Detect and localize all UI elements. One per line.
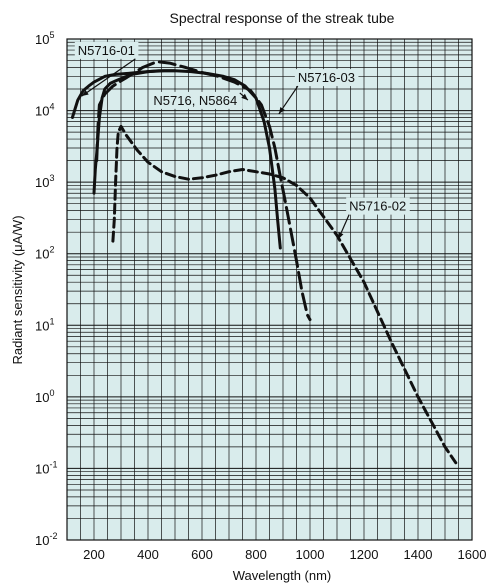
x-tick-label: 1000 bbox=[296, 547, 325, 562]
plot-frame bbox=[66, 38, 473, 541]
grid-lines bbox=[67, 39, 472, 540]
annotation-bg-n5716-01 bbox=[74, 41, 139, 59]
y-tick-label: 10-1 bbox=[35, 459, 57, 476]
annotation-arrow-n5716-01 bbox=[81, 58, 136, 97]
annotations: N5716-01 N5716-03 N5716, N5864 N5716-02 bbox=[74, 41, 410, 240]
x-tick-label: 1200 bbox=[350, 547, 379, 562]
series-line-n5716-02 bbox=[111, 124, 458, 465]
y-tick-label: 105 bbox=[35, 30, 54, 47]
chart-title: Spectral response of the streak tube bbox=[170, 10, 395, 26]
y-tick-label: 102 bbox=[35, 245, 54, 262]
y-tick-label: 103 bbox=[35, 173, 54, 190]
y-tick-label: 10-2 bbox=[35, 531, 57, 548]
annotation-n5716-01: N5716-01 bbox=[78, 43, 135, 58]
y-tick-label: 100 bbox=[35, 388, 54, 405]
x-tick-label: 1400 bbox=[404, 547, 433, 562]
x-axis-label: Wavelength (nm) bbox=[233, 568, 332, 583]
annotation-bg-n5716-n5864 bbox=[150, 91, 243, 109]
annotation-arrowhead-n5716-02 bbox=[338, 232, 344, 240]
x-tick-label: 600 bbox=[191, 547, 213, 562]
annotation-arrowhead-n5716-03 bbox=[278, 106, 285, 114]
x-tick-label: 800 bbox=[245, 547, 267, 562]
tick-labels: 200 400 600 800 1000 1200 1400 1600 10-2 10-1 100 1… bbox=[35, 30, 486, 562]
series-lines bbox=[70, 60, 458, 465]
annotation-arrowhead-n5716-01 bbox=[81, 90, 89, 96]
plot-border bbox=[66, 38, 473, 541]
annotation-n5716-n5864: N5716, N5864 bbox=[153, 93, 237, 108]
x-tick-label: 400 bbox=[137, 547, 159, 562]
series-line-n5716-03 bbox=[95, 60, 312, 322]
annotation-arrowhead-n5716-n5864 bbox=[241, 93, 248, 101]
annotation-bg-n5716-02 bbox=[346, 197, 410, 215]
y-axis-label: Radiant sensitivity (μA/W) bbox=[10, 215, 25, 364]
annotation-n5716-02: N5716-02 bbox=[349, 199, 406, 214]
y-tick-label: 101 bbox=[35, 316, 54, 333]
y-tick-label: 104 bbox=[35, 102, 54, 119]
x-tick-label: 200 bbox=[83, 547, 105, 562]
annotation-n5716-03: N5716-03 bbox=[298, 70, 355, 85]
x-tick-label: 1600 bbox=[458, 547, 487, 562]
annotation-bg-n5716-03 bbox=[294, 69, 359, 87]
